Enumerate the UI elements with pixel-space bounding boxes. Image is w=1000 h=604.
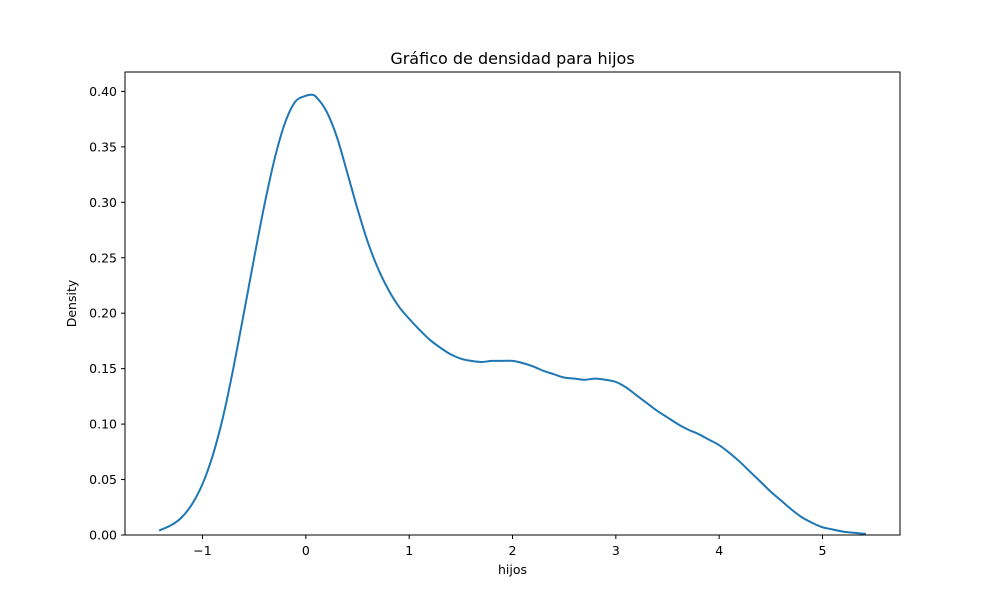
x-tick-label: 4 [715, 543, 723, 558]
y-axis: 0.00 0.05 0.10 0.15 0.20 0.25 0.30 0.35 0.40 [89, 84, 125, 543]
y-tick-label: 0.25 [89, 250, 117, 265]
x-tick-label: 5 [819, 543, 827, 558]
x-tick-label: 0 [302, 543, 310, 558]
x-axis: −1 0 1 2 3 4 5 [193, 535, 826, 558]
x-tick-label: −1 [193, 543, 211, 558]
x-tick-label: 2 [509, 543, 517, 558]
y-axis-label: Density [64, 279, 79, 327]
density-curve [158, 93, 866, 535]
y-tick-label: 0.00 [89, 528, 117, 543]
y-tick-label: 0.20 [89, 306, 117, 321]
plot-area: −1 0 1 2 3 4 5 0.00 0.05 0.10 0.15 0.20 0.25 0.30 0.3… [89, 71, 901, 558]
y-tick-label: 0.40 [89, 84, 117, 99]
chart-title: Gráfico de densidad para hijos [390, 49, 634, 68]
y-tick-label: 0.35 [89, 139, 117, 154]
y-tick-label: 0.10 [89, 417, 117, 432]
y-tick-label: 0.30 [89, 195, 117, 210]
curve-layer [158, 93, 866, 535]
x-axis-label: hijos [498, 562, 527, 577]
x-tick-label: 3 [612, 543, 620, 558]
y-tick-label: 0.05 [89, 472, 117, 487]
y-tick-label: 0.15 [89, 361, 117, 376]
x-tick-label: 1 [405, 543, 413, 558]
